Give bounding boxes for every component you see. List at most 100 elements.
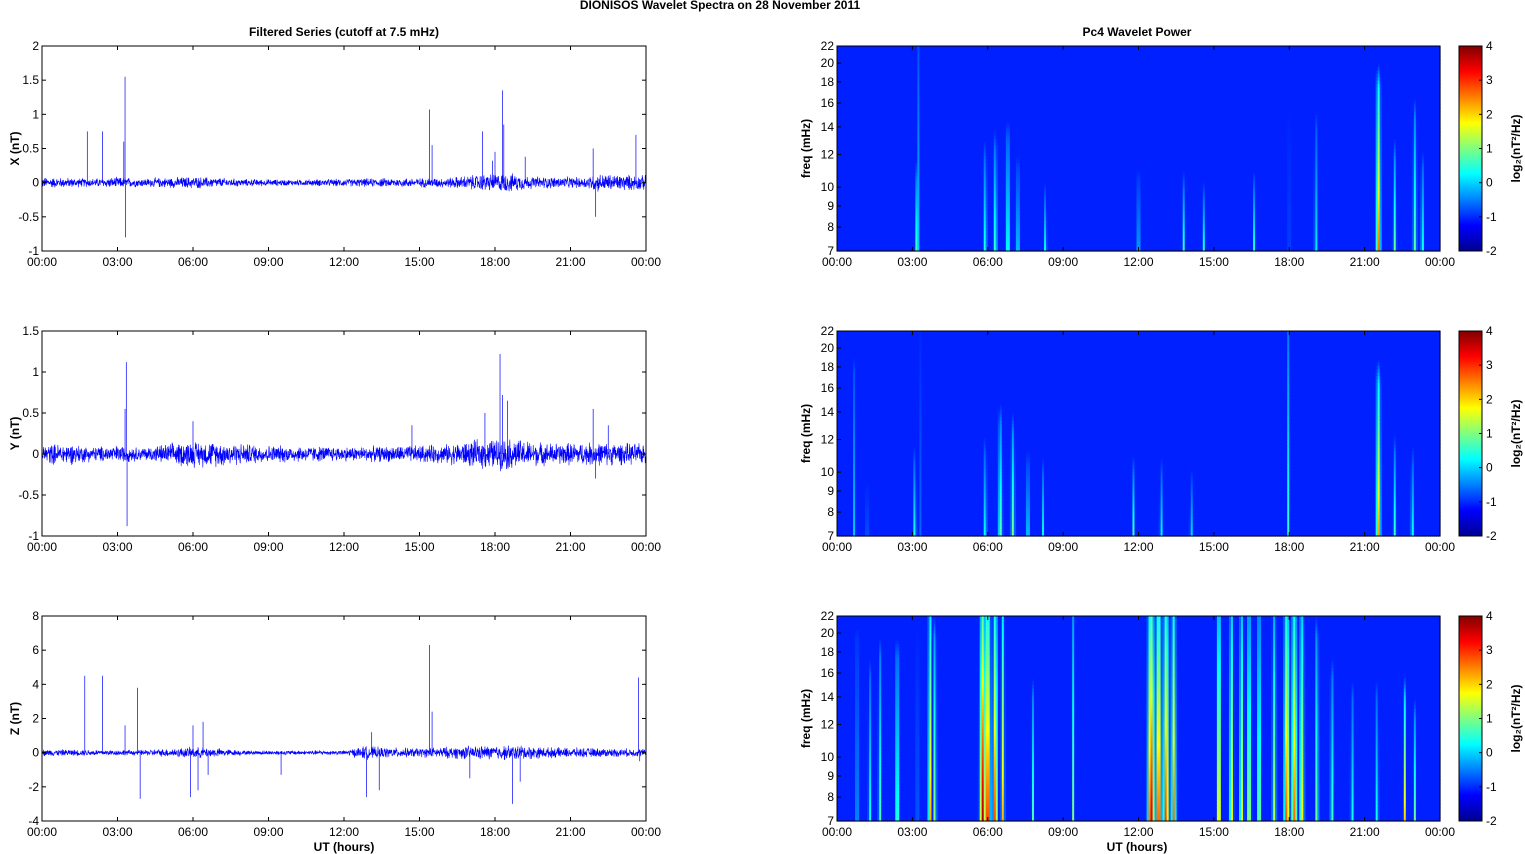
y-tick-label: 16 [821,666,835,680]
y-tick-label: -0.5 [18,488,39,502]
y-tick-label: 8 [827,505,834,519]
y-tick-label: 14 [821,405,835,419]
y-tick-label: 20 [821,626,835,640]
x-tick-label: 00:00 [631,255,661,269]
y-tick-label: 0 [32,447,39,461]
colorbar-tick-label: 4 [1486,324,1493,338]
colorbar-tick-label: 0 [1486,461,1493,475]
x-tick-label: 18:00 [480,825,510,839]
colorbar-tick-label: -1 [1486,210,1497,224]
left-xlabel: UT (hours) [314,840,375,854]
plot-area [42,331,646,536]
x-tick-label: 15:00 [1199,255,1229,269]
y-axis-label: freq (mHz) [799,404,813,463]
x-tick-label: 12:00 [329,540,359,554]
colorbar-label: log₂(nT²/Hz) [1509,685,1523,753]
y-axis-label: X (nT) [8,132,22,166]
x-tick-label: 21:00 [555,825,585,839]
colorbar-label: log₂(nT²/Hz) [1509,115,1523,183]
x-tick-label: 09:00 [253,825,283,839]
x-tick-label: 00:00 [1425,825,1455,839]
y-tick-label: 0 [32,176,39,190]
y-tick-label: 14 [821,120,835,134]
x-tick-label: 21:00 [555,255,585,269]
x-tick-label: 18:00 [480,540,510,554]
x-tick-label: 15:00 [1199,540,1229,554]
colorbar-gradient [1459,331,1482,536]
y-tick-label: 20 [821,341,835,355]
y-tick-label: 10 [821,465,835,479]
x-tick-label: 12:00 [1123,255,1153,269]
colorbar-tick-label: -2 [1486,814,1497,828]
y-tick-label: 8 [32,609,39,623]
right-column-title: Pc4 Wavelet Power [1083,25,1192,39]
y-tick-label: 14 [821,690,835,704]
x-tick-label: 06:00 [178,540,208,554]
y-tick-label: 20 [821,56,835,70]
colorbar-tick-label: -2 [1486,244,1497,258]
colorbar-gradient [1459,46,1482,251]
y-tick-label: 22 [821,324,835,338]
x-tick-label: 18:00 [480,255,510,269]
colorbar-tick-label: 4 [1486,609,1493,623]
colorbar-tick-label: 2 [1486,107,1493,121]
y-tick-label: 10 [821,750,835,764]
y-tick-label: 0.5 [22,142,39,156]
figure-title: DIONISOS Wavelet Spectra on 28 November … [580,0,861,12]
y-tick-label: 12 [821,718,835,732]
x-tick-label: 21:00 [1350,540,1380,554]
y-tick-label: 0 [32,746,39,760]
colorbar-label: log₂(nT²/Hz) [1509,400,1523,468]
colorbar-tick-label: 4 [1486,39,1493,53]
y-tick-label: 10 [821,180,835,194]
x-tick-label: 18:00 [1274,825,1304,839]
colorbar: -2 -1 0 1 2 3 4 log₂(nT²/Hz) [1459,39,1523,258]
y-tick-label: 16 [821,96,835,110]
x-tick-label: 06:00 [973,255,1003,269]
colorbar-tick-label: 3 [1486,358,1493,372]
colorbar-tick-label: 1 [1486,427,1493,441]
x-tick-label: 03:00 [897,540,927,554]
y-tick-label: 9 [827,199,834,213]
x-tick-label: 03:00 [102,540,132,554]
colorbar-tick-label: 2 [1486,677,1493,691]
line-panel-y: -1-0.500.511.500:00 03:00 06:00 09:00 12:00 1… [8,324,661,554]
y-tick-label: 9 [827,484,834,498]
colorbar-tick-label: 1 [1486,142,1493,156]
y-tick-label: 18 [821,645,835,659]
left-column-title: Filtered Series (cutoff at 7.5 mHz) [249,25,439,39]
x-tick-label: 00:00 [27,255,57,269]
colorbar-tick-label: -1 [1486,495,1497,509]
wavelet-power-image [837,616,1441,822]
colorbar-tick-label: 0 [1486,176,1493,190]
y-tick-label: 18 [821,360,835,374]
y-tick-label: 1 [32,107,39,121]
plot-area [42,46,646,251]
x-tick-label: 18:00 [1274,255,1304,269]
x-tick-label: 15:00 [404,540,434,554]
x-tick-label: 09:00 [253,255,283,269]
colorbar-tick-label: 3 [1486,73,1493,87]
x-tick-label: 21:00 [1350,255,1380,269]
y-tick-label: 9 [827,769,834,783]
x-tick-label: 00:00 [631,825,661,839]
x-tick-label: 12:00 [1123,825,1153,839]
x-tick-label: 12:00 [329,255,359,269]
x-tick-label: 06:00 [973,540,1003,554]
x-tick-label: 09:00 [1048,255,1078,269]
x-tick-label: 00:00 [822,825,852,839]
x-tick-label: 06:00 [973,825,1003,839]
x-tick-label: 03:00 [102,255,132,269]
x-tick-label: 15:00 [404,825,434,839]
colorbar-tick-label: 2 [1486,392,1493,406]
y-tick-label: 22 [821,39,835,53]
x-tick-label: 15:00 [404,255,434,269]
